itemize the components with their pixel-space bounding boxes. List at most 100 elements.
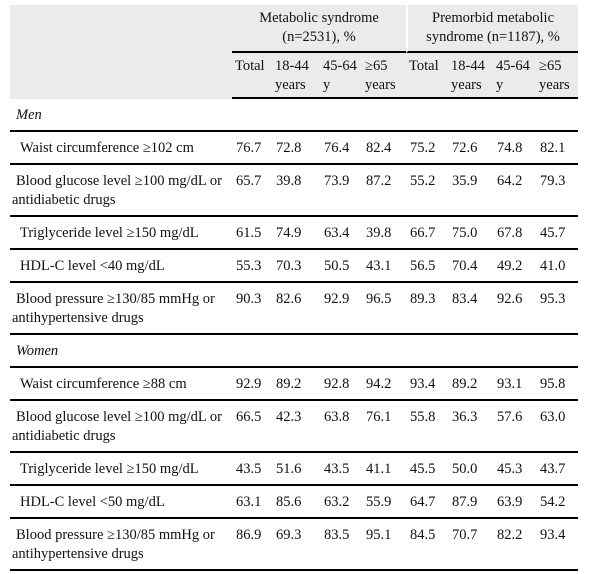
value-cell: 95.3 [536, 283, 579, 335]
value-cell: 45.7 [536, 217, 579, 250]
value-cell: 65.7 [232, 165, 272, 217]
value-cell: 70.4 [448, 250, 494, 283]
value-cell: 93.1 [493, 368, 537, 401]
value-cell: 66.5 [232, 401, 272, 453]
value-cell: 63.0 [536, 401, 579, 453]
value-cell: 86.9 [232, 519, 272, 571]
value-cell: 72.6 [448, 132, 494, 165]
value-cell: 50.0 [448, 453, 494, 486]
column-header: 45-64 y [493, 53, 537, 99]
value-cell: 55.2 [406, 165, 449, 217]
value-cell: 63.1 [232, 486, 272, 519]
value-cell: 87.2 [362, 165, 407, 217]
data-row: Blood glucose level ≥100 mg/dL or antidi… [10, 165, 579, 217]
value-cell: 56.5 [406, 250, 449, 283]
value-cell: 41.1 [362, 453, 407, 486]
column-header: 45-64 y [320, 53, 362, 99]
column-header: Total [232, 53, 272, 99]
data-row: HDL-C level <50 mg/dL 63.1 85.6 63.2 55.9 64.… [10, 486, 579, 519]
data-row: Triglyceride level ≥150 mg/dL 43.5 51.6 43.… [10, 453, 579, 486]
value-cell: 72.8 [272, 132, 320, 165]
column-header: 18-44 years [272, 53, 320, 99]
value-cell: 43.1 [362, 250, 407, 283]
value-cell: 76.7 [232, 132, 272, 165]
value-cell: 64.7 [406, 486, 449, 519]
value-cell: 82.1 [536, 132, 579, 165]
value-cell: 55.9 [362, 486, 407, 519]
value-cell: 45.5 [406, 453, 449, 486]
data-row: Blood pressure ≥130/85 mmHg or antihyper… [10, 519, 579, 571]
data-row: Waist circumference ≥102 cm 76.7 72.8 76.4 8… [10, 132, 579, 165]
value-cell: 79.3 [536, 165, 579, 217]
section-row: Women [10, 335, 579, 368]
value-cell: 74.9 [272, 217, 320, 250]
value-cell: 89.3 [406, 283, 449, 335]
row-label: Blood pressure ≥130/85 mmHg or antihyper… [10, 283, 232, 335]
value-cell: 95.1 [362, 519, 407, 571]
value-cell: 55.8 [406, 401, 449, 453]
value-cell: 82.4 [362, 132, 407, 165]
value-cell: 82.2 [493, 519, 537, 571]
value-cell: 64.2 [493, 165, 537, 217]
table-body: Men Waist circumference ≥102 cm 76.7 72.8 76… [10, 99, 579, 571]
value-cell: 74.8 [493, 132, 537, 165]
value-cell: 50.5 [320, 250, 362, 283]
data-row: Waist circumference ≥88 cm 92.9 89.2 92.8 94… [10, 368, 579, 401]
row-label: Waist circumference ≥102 cm [10, 132, 232, 165]
value-cell: 93.4 [536, 519, 579, 571]
value-cell: 39.8 [362, 217, 407, 250]
value-cell: 42.3 [272, 401, 320, 453]
value-cell: 95.8 [536, 368, 579, 401]
section-title: Women [10, 335, 579, 368]
value-cell: 61.5 [232, 217, 272, 250]
value-cell: 70.3 [272, 250, 320, 283]
column-header: 18-44 years [448, 53, 494, 99]
value-cell: 63.9 [493, 486, 537, 519]
row-label: HDL-C level <40 mg/dL [10, 250, 232, 283]
value-cell: 57.6 [493, 401, 537, 453]
value-cell: 82.6 [272, 283, 320, 335]
row-label: Triglyceride level ≥150 mg/dL [10, 453, 232, 486]
value-cell: 66.7 [406, 217, 449, 250]
value-cell: 92.9 [320, 283, 362, 335]
value-cell: 70.7 [448, 519, 494, 571]
value-cell: 41.0 [536, 250, 579, 283]
value-cell: 89.2 [448, 368, 494, 401]
value-cell: 73.9 [320, 165, 362, 217]
row-label: Triglyceride level ≥150 mg/dL [10, 217, 232, 250]
group-header: Metabolic syndrome (n=2531), % [232, 5, 407, 53]
row-label: Blood glucose level ≥100 mg/dL or antidi… [10, 401, 232, 453]
column-header: ≥65 years [536, 53, 579, 99]
section-row: Men [10, 99, 579, 132]
corner-cell [10, 5, 232, 99]
value-cell: 89.2 [272, 368, 320, 401]
value-cell: 75.0 [448, 217, 494, 250]
value-cell: 63.8 [320, 401, 362, 453]
value-cell: 96.5 [362, 283, 407, 335]
value-cell: 92.8 [320, 368, 362, 401]
data-row: HDL-C level <40 mg/dL 55.3 70.3 50.5 43.1 56.… [10, 250, 579, 283]
value-cell: 75.2 [406, 132, 449, 165]
value-cell: 39.8 [272, 165, 320, 217]
value-cell: 93.4 [406, 368, 449, 401]
data-row: Blood pressure ≥130/85 mmHg or antihyper… [10, 283, 579, 335]
value-cell: 76.1 [362, 401, 407, 453]
value-cell: 55.3 [232, 250, 272, 283]
value-cell: 36.3 [448, 401, 494, 453]
value-cell: 43.5 [320, 453, 362, 486]
section-title: Men [10, 99, 579, 132]
column-header: ≥65 years [362, 53, 407, 99]
data-row: Triglyceride level ≥150 mg/dL 61.5 74.9 63.… [10, 217, 579, 250]
value-cell: 54.2 [536, 486, 579, 519]
value-cell: 67.8 [493, 217, 537, 250]
row-label: Blood glucose level ≥100 mg/dL or antidi… [10, 165, 232, 217]
value-cell: 45.3 [493, 453, 537, 486]
value-cell: 84.5 [406, 519, 449, 571]
value-cell: 87.9 [448, 486, 494, 519]
value-cell: 43.5 [232, 453, 272, 486]
value-cell: 94.2 [362, 368, 407, 401]
table-head: Metabolic syndrome (n=2531), % Premorbid … [10, 5, 579, 99]
column-header: Total [406, 53, 449, 99]
value-cell: 69.3 [272, 519, 320, 571]
